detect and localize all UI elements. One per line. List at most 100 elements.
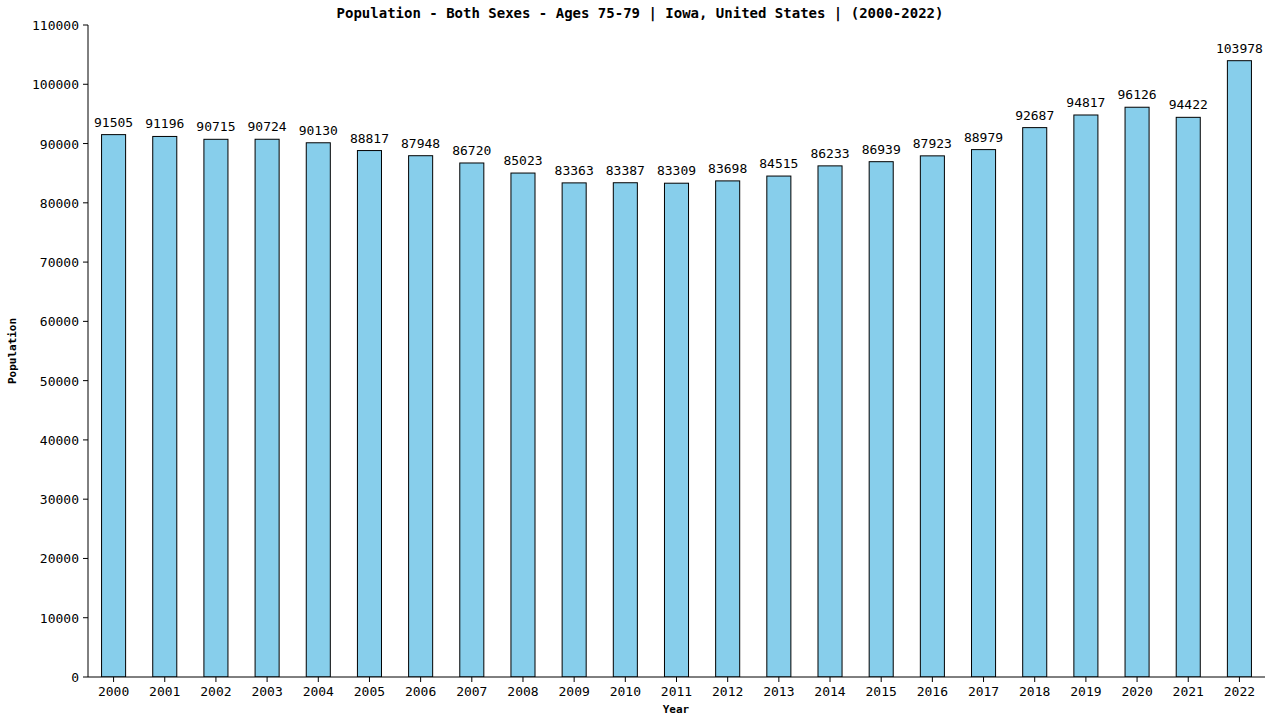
x-tick-label: 2021	[1173, 684, 1204, 699]
y-tick-label: 0	[71, 670, 79, 685]
x-tick-label: 2016	[917, 684, 948, 699]
background	[0, 0, 1280, 720]
data-label: 92687	[1015, 108, 1054, 123]
bar	[1125, 107, 1149, 677]
x-tick	[215, 677, 216, 682]
chart: Population - Both Sexes - Ages 75-79 | I…	[0, 0, 1280, 720]
y-tick-label: 60000	[40, 314, 79, 329]
bar	[613, 183, 637, 677]
y-label: Population	[6, 318, 19, 384]
y-tick	[83, 439, 88, 440]
bar	[306, 143, 330, 677]
bar	[460, 163, 484, 677]
data-label: 86233	[810, 146, 849, 161]
x-tick-label: 2010	[610, 684, 641, 699]
x-tick-label: 2022	[1224, 684, 1255, 699]
x-tick	[1085, 677, 1086, 682]
x-tick	[420, 677, 421, 682]
x-tick	[164, 677, 165, 682]
y-tick	[83, 202, 88, 203]
y-tick	[83, 677, 88, 678]
bar	[716, 181, 740, 677]
x-tick	[727, 677, 728, 682]
x-tick	[932, 677, 933, 682]
bar	[767, 176, 791, 677]
bar	[1074, 115, 1098, 677]
data-label: 87948	[401, 136, 440, 151]
bars	[102, 61, 1252, 677]
data-label: 94817	[1066, 95, 1105, 110]
x-tick-label: 2000	[98, 684, 129, 699]
data-label: 88979	[964, 130, 1003, 145]
x-tick-label: 2018	[1019, 684, 1050, 699]
x-tick-label: 2005	[354, 684, 385, 699]
bar	[920, 156, 944, 677]
data-label: 94422	[1169, 97, 1208, 112]
x-tick	[1239, 677, 1240, 682]
x-tick-label: 2013	[763, 684, 794, 699]
bar	[357, 151, 381, 677]
x-tick-label: 2004	[303, 684, 334, 699]
bar	[818, 166, 842, 677]
x-axis	[88, 677, 1265, 678]
data-label: 85023	[503, 153, 542, 168]
data-label: 83698	[708, 161, 747, 176]
y-tick-label: 110000	[32, 18, 79, 33]
bar	[153, 136, 177, 677]
bar	[255, 139, 279, 677]
x-tick	[113, 677, 114, 682]
x-tick	[369, 677, 370, 682]
x-tick	[625, 677, 626, 682]
data-label: 103978	[1216, 41, 1263, 56]
data-label: 83387	[606, 163, 645, 178]
data-label: 83363	[555, 163, 594, 178]
data-label: 91505	[94, 115, 133, 130]
x-tick-label: 2001	[149, 684, 180, 699]
data-label: 90724	[248, 119, 287, 134]
title: Population - Both Sexes - Ages 75-79 | I…	[337, 5, 944, 22]
x-tick-label: 2003	[251, 684, 282, 699]
x-tick	[1188, 677, 1189, 682]
x-tick	[778, 677, 779, 682]
x-tick-label: 2014	[814, 684, 845, 699]
x-label: Year	[663, 703, 690, 716]
x-tick	[881, 677, 882, 682]
data-label: 88817	[350, 131, 389, 146]
data-label: 84515	[759, 156, 798, 171]
y-tick-label: 100000	[32, 77, 79, 92]
bar	[972, 150, 996, 677]
x-tick	[522, 677, 523, 682]
x-tick-label: 2006	[405, 684, 436, 699]
x-tick-label: 2015	[866, 684, 897, 699]
x-tick	[983, 677, 984, 682]
bar	[869, 162, 893, 677]
y-tick-label: 80000	[40, 196, 79, 211]
x-tick-label: 2012	[712, 684, 743, 699]
bar	[664, 183, 688, 677]
y-tick-label: 40000	[40, 433, 79, 448]
y-tick-label: 10000	[40, 611, 79, 626]
x-tick-label: 2009	[558, 684, 589, 699]
bar	[102, 135, 126, 677]
bar	[1227, 61, 1251, 677]
x-tick	[574, 677, 575, 682]
bar	[204, 139, 228, 677]
x-tick	[1034, 677, 1035, 682]
x-tick	[676, 677, 677, 682]
bar	[1023, 128, 1047, 677]
data-label: 90130	[299, 123, 338, 138]
x-tick	[267, 677, 268, 682]
x-tick	[1137, 677, 1138, 682]
x-tick-label: 2002	[200, 684, 231, 699]
y-tick	[83, 143, 88, 144]
y-tick	[83, 617, 88, 618]
y-axis	[88, 25, 89, 677]
bar	[562, 183, 586, 677]
y-tick	[83, 321, 88, 322]
x-tick-label: 2008	[507, 684, 538, 699]
x-tick-label: 2020	[1121, 684, 1152, 699]
y-tick-label: 50000	[40, 374, 79, 389]
bar	[511, 173, 535, 677]
y-tick	[83, 25, 88, 26]
data-label: 96126	[1117, 87, 1156, 102]
